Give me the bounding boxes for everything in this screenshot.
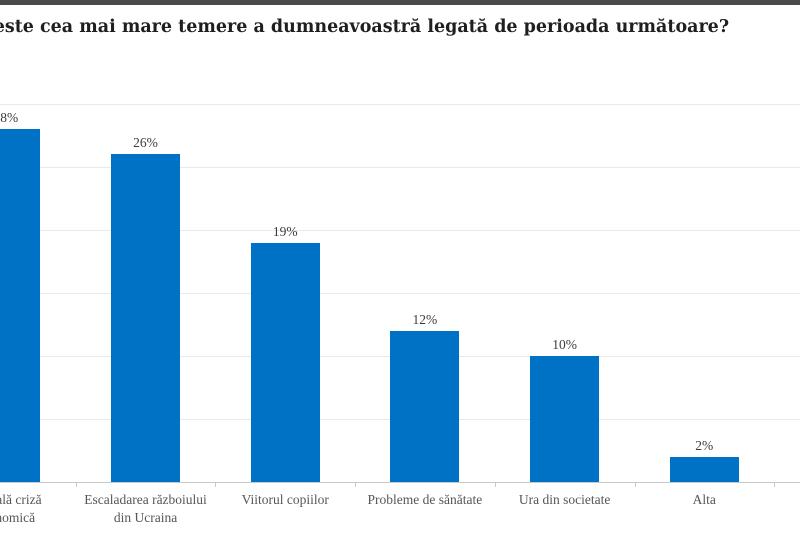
category-label-alta: Alta xyxy=(692,492,716,507)
bar-probleme-de-sanatate xyxy=(390,330,460,482)
window-top-bar xyxy=(0,0,800,5)
bar-slot: 19% xyxy=(215,224,355,482)
bar-value-label: 10% xyxy=(552,337,577,352)
bar-value-label: 28% xyxy=(0,110,19,126)
gridline-25pct xyxy=(0,167,800,168)
category-label-ura-din-societate: Ura din societate xyxy=(518,492,611,507)
bar-ura-din-societate xyxy=(530,356,600,482)
axis-tick xyxy=(634,482,636,487)
chart-title: Care este cea mai mare temere a dumneavo… xyxy=(0,17,730,37)
bar-slot: 28% xyxy=(0,110,76,482)
gridline-15pct xyxy=(0,293,800,294)
bar-value-label: 2% xyxy=(695,437,714,453)
axis-tick xyxy=(215,482,217,487)
axis-tick xyxy=(774,482,776,487)
gridline-30pct xyxy=(0,104,800,105)
bar-value-label: 26% xyxy=(133,135,158,151)
bar-actuala-criza-economica xyxy=(0,129,41,482)
bar-slot: 10% xyxy=(495,337,635,482)
bars-canvas: 28% 26% 19% 12% 10% 2% xyxy=(0,110,776,487)
axis-tick xyxy=(75,482,77,487)
chart-title-container: Care este cea mai mare temere a dumneavo… xyxy=(0,14,800,48)
axis-tick xyxy=(494,482,496,487)
category-label-actuala-criza-economica: Actuală criză economică xyxy=(0,492,42,525)
bar-slot: 2% xyxy=(634,438,774,482)
category-label-escaladarea-razboiului: Escaladarea războiului din Ucraina xyxy=(84,492,207,525)
bar-slot: 12% xyxy=(355,312,495,482)
category-label-viitorul-copiilor: Viitorul copiilor xyxy=(241,492,329,507)
gridline-20pct xyxy=(0,230,800,231)
bar-alta xyxy=(669,456,739,482)
bar-value-label: 12% xyxy=(412,311,438,327)
bar-slot: 26% xyxy=(76,135,216,482)
category-label-probleme-de-sanatate: Probleme de sănătate xyxy=(367,492,483,507)
bar-escaladarea-razboiului xyxy=(111,154,181,482)
bar-value-label: 19% xyxy=(272,223,298,239)
category-labels-row: Actuală criză economică Escaladarea răzb… xyxy=(0,491,776,527)
x-axis-line xyxy=(0,482,800,483)
bar-viitorul-copiilor xyxy=(250,242,320,482)
axis-tick xyxy=(355,482,357,487)
